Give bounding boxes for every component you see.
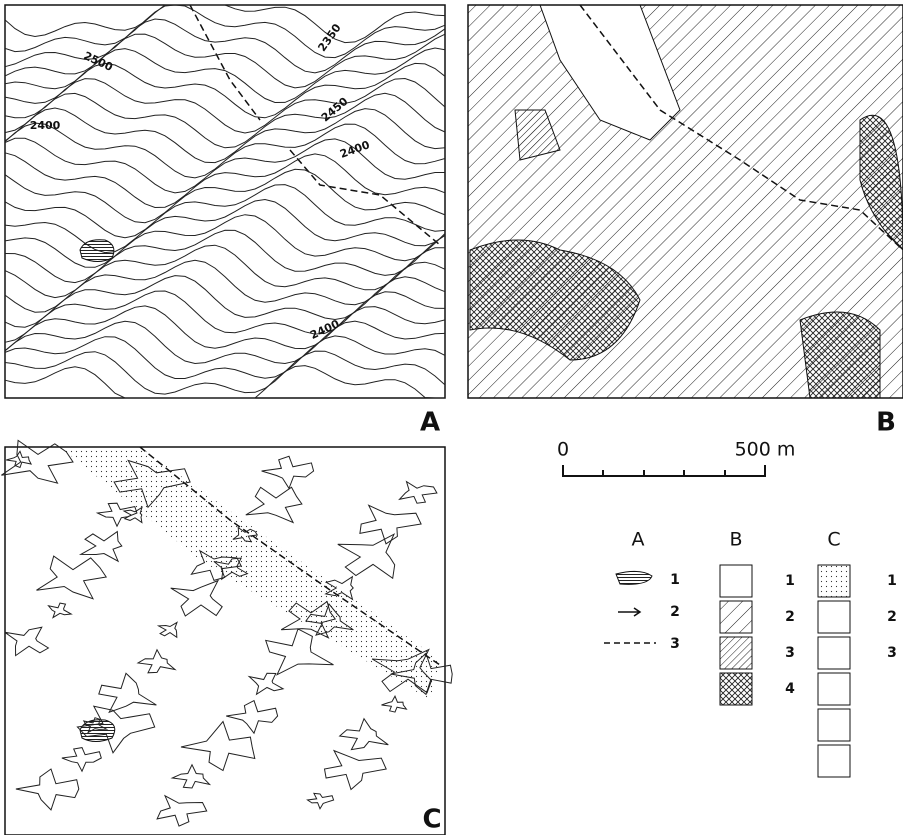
legend: A B C bbox=[604, 529, 850, 778]
contour bbox=[5, 169, 445, 222]
legend-number: 4 bbox=[785, 681, 795, 697]
legend-number: 2 bbox=[785, 609, 795, 625]
swatch bbox=[818, 673, 850, 705]
contour bbox=[5, 321, 445, 363]
panel-label: A bbox=[420, 408, 440, 438]
scale-end: 500 m bbox=[735, 439, 796, 461]
swatch bbox=[818, 637, 850, 669]
swatch bbox=[818, 565, 850, 597]
patch bbox=[246, 487, 302, 522]
scale-line bbox=[563, 465, 765, 476]
patch bbox=[262, 456, 314, 488]
contour bbox=[5, 63, 445, 117]
patch bbox=[81, 532, 122, 562]
legend-number: 1 bbox=[887, 573, 897, 589]
patch bbox=[37, 556, 107, 599]
patch bbox=[360, 505, 421, 544]
legend-number: 2 bbox=[887, 609, 897, 625]
legend-number: 3 bbox=[785, 645, 795, 661]
contour bbox=[5, 108, 445, 163]
swatch bbox=[720, 601, 752, 633]
stipple-area bbox=[60, 447, 440, 700]
patch bbox=[16, 769, 79, 810]
legend-title: A bbox=[632, 529, 645, 551]
patch bbox=[181, 722, 255, 771]
swatch bbox=[818, 601, 850, 633]
contour-label: 2350 bbox=[315, 21, 343, 54]
scale-bar: 0 500 m bbox=[557, 439, 795, 477]
contour bbox=[5, 366, 445, 398]
legend-number: 2 bbox=[670, 604, 680, 620]
lake-symbol bbox=[616, 571, 652, 584]
swatch bbox=[720, 637, 752, 669]
contour bbox=[5, 230, 445, 282]
contour bbox=[5, 351, 445, 394]
legend-title: B bbox=[729, 529, 742, 551]
legend-number: 1 bbox=[670, 572, 680, 588]
patch bbox=[99, 673, 157, 712]
page: 0 500 m A B C ABC25002350240024502400240… bbox=[0, 0, 903, 835]
patch bbox=[6, 451, 31, 467]
map-a bbox=[5, 5, 445, 398]
contour bbox=[5, 200, 445, 253]
patch bbox=[5, 627, 49, 655]
patch bbox=[226, 701, 277, 734]
patch bbox=[62, 748, 101, 772]
dense-area bbox=[800, 312, 880, 398]
contour-label: 2450 bbox=[319, 95, 351, 125]
patch bbox=[171, 581, 223, 616]
patch bbox=[249, 673, 283, 694]
patch bbox=[159, 622, 177, 637]
contour-label: 2400 bbox=[30, 119, 61, 132]
patch bbox=[400, 482, 437, 504]
figure: 0 500 m A B C ABC25002350240024502400240… bbox=[0, 0, 903, 835]
patch bbox=[172, 765, 209, 788]
map-b bbox=[468, 5, 903, 398]
legend-number: 3 bbox=[670, 636, 680, 652]
contour bbox=[5, 79, 445, 134]
patch bbox=[340, 719, 389, 750]
legend-number: 3 bbox=[887, 645, 897, 661]
arrow-symbol bbox=[618, 608, 640, 616]
swatch bbox=[818, 709, 850, 741]
patch bbox=[325, 751, 387, 790]
scale-start: 0 bbox=[557, 439, 569, 461]
swatch bbox=[720, 565, 752, 597]
contour bbox=[5, 336, 445, 379]
patch bbox=[157, 796, 207, 826]
contour bbox=[5, 138, 445, 193]
patch bbox=[308, 793, 334, 808]
contour bbox=[5, 5, 445, 43]
legend-title: C bbox=[827, 529, 840, 551]
swatch bbox=[720, 673, 752, 705]
legend-number: 1 bbox=[785, 573, 795, 589]
patch bbox=[338, 534, 395, 578]
contour bbox=[5, 306, 445, 351]
patch bbox=[49, 603, 72, 618]
swatch bbox=[818, 745, 850, 777]
panel-label: B bbox=[876, 408, 896, 438]
contour bbox=[5, 291, 445, 342]
contour bbox=[5, 215, 445, 268]
contour bbox=[5, 276, 445, 328]
panel-label: C bbox=[422, 805, 441, 835]
patch bbox=[382, 696, 407, 712]
contour bbox=[5, 5, 445, 58]
patch bbox=[138, 650, 175, 673]
map-c bbox=[1, 440, 452, 835]
contour bbox=[5, 34, 445, 88]
